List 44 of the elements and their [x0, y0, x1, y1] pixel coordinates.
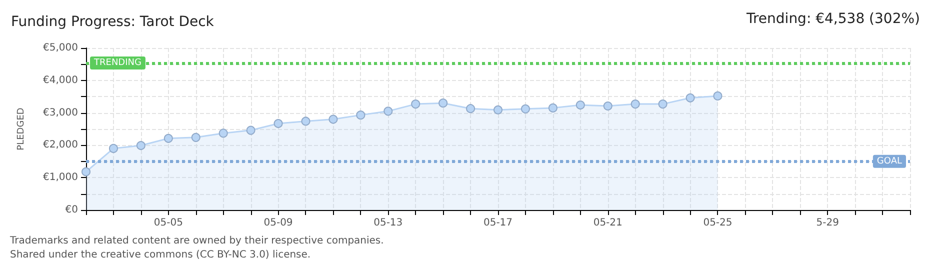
y-tick-label: €3,000 [43, 107, 78, 118]
point [576, 100, 585, 110]
point [136, 141, 146, 150]
point [438, 98, 448, 108]
text: Trademarks and related content are owned by their respective companies. [9, 236, 384, 246]
point [384, 106, 393, 116]
y-tick-label: €4,000 [43, 74, 78, 86]
point [658, 100, 668, 109]
point [494, 105, 502, 114]
x-tick-label: 05-21 [593, 218, 622, 228]
chart-title: Funding Progress: Tarot Deck [11, 14, 215, 30]
point [274, 118, 283, 128]
y-axis-title: PLEDGED [16, 108, 26, 150]
x-tick-label: 5-29 [816, 218, 839, 228]
point [411, 100, 420, 109]
point [713, 91, 722, 100]
x-tick-label: 05-13 [374, 218, 403, 228]
x-tick-label: 05-25 [703, 218, 732, 228]
point [630, 100, 640, 109]
x-tick-label: 05-09 [264, 218, 293, 228]
point [246, 126, 256, 135]
point [164, 134, 173, 143]
point [328, 114, 338, 124]
point [356, 110, 366, 120]
point [466, 104, 476, 114]
y-tick-label: €2,000 [43, 140, 78, 151]
ref-line-label: TRENDING [93, 58, 142, 68]
point [191, 132, 200, 142]
chart-subtitle: Trending: €4,538 (302%) [745, 11, 920, 27]
y-tick-label: €0 [65, 204, 78, 216]
point [301, 116, 310, 126]
point [603, 102, 612, 110]
ref-line-label: GOAL [876, 156, 902, 166]
x-tick-label: 05-17 [483, 218, 513, 228]
y-tick-label: €1,000 [43, 172, 78, 184]
text: Shared under the creative commons (CC BY-NC 3.0) license. [10, 250, 311, 260]
x-tick-label: 05-05 [154, 218, 183, 228]
point [82, 167, 90, 176]
point [108, 144, 118, 153]
point [686, 93, 695, 102]
point [520, 104, 530, 114]
y-tick-label: €5,000 [43, 42, 78, 54]
point [218, 128, 228, 138]
point [548, 103, 558, 112]
